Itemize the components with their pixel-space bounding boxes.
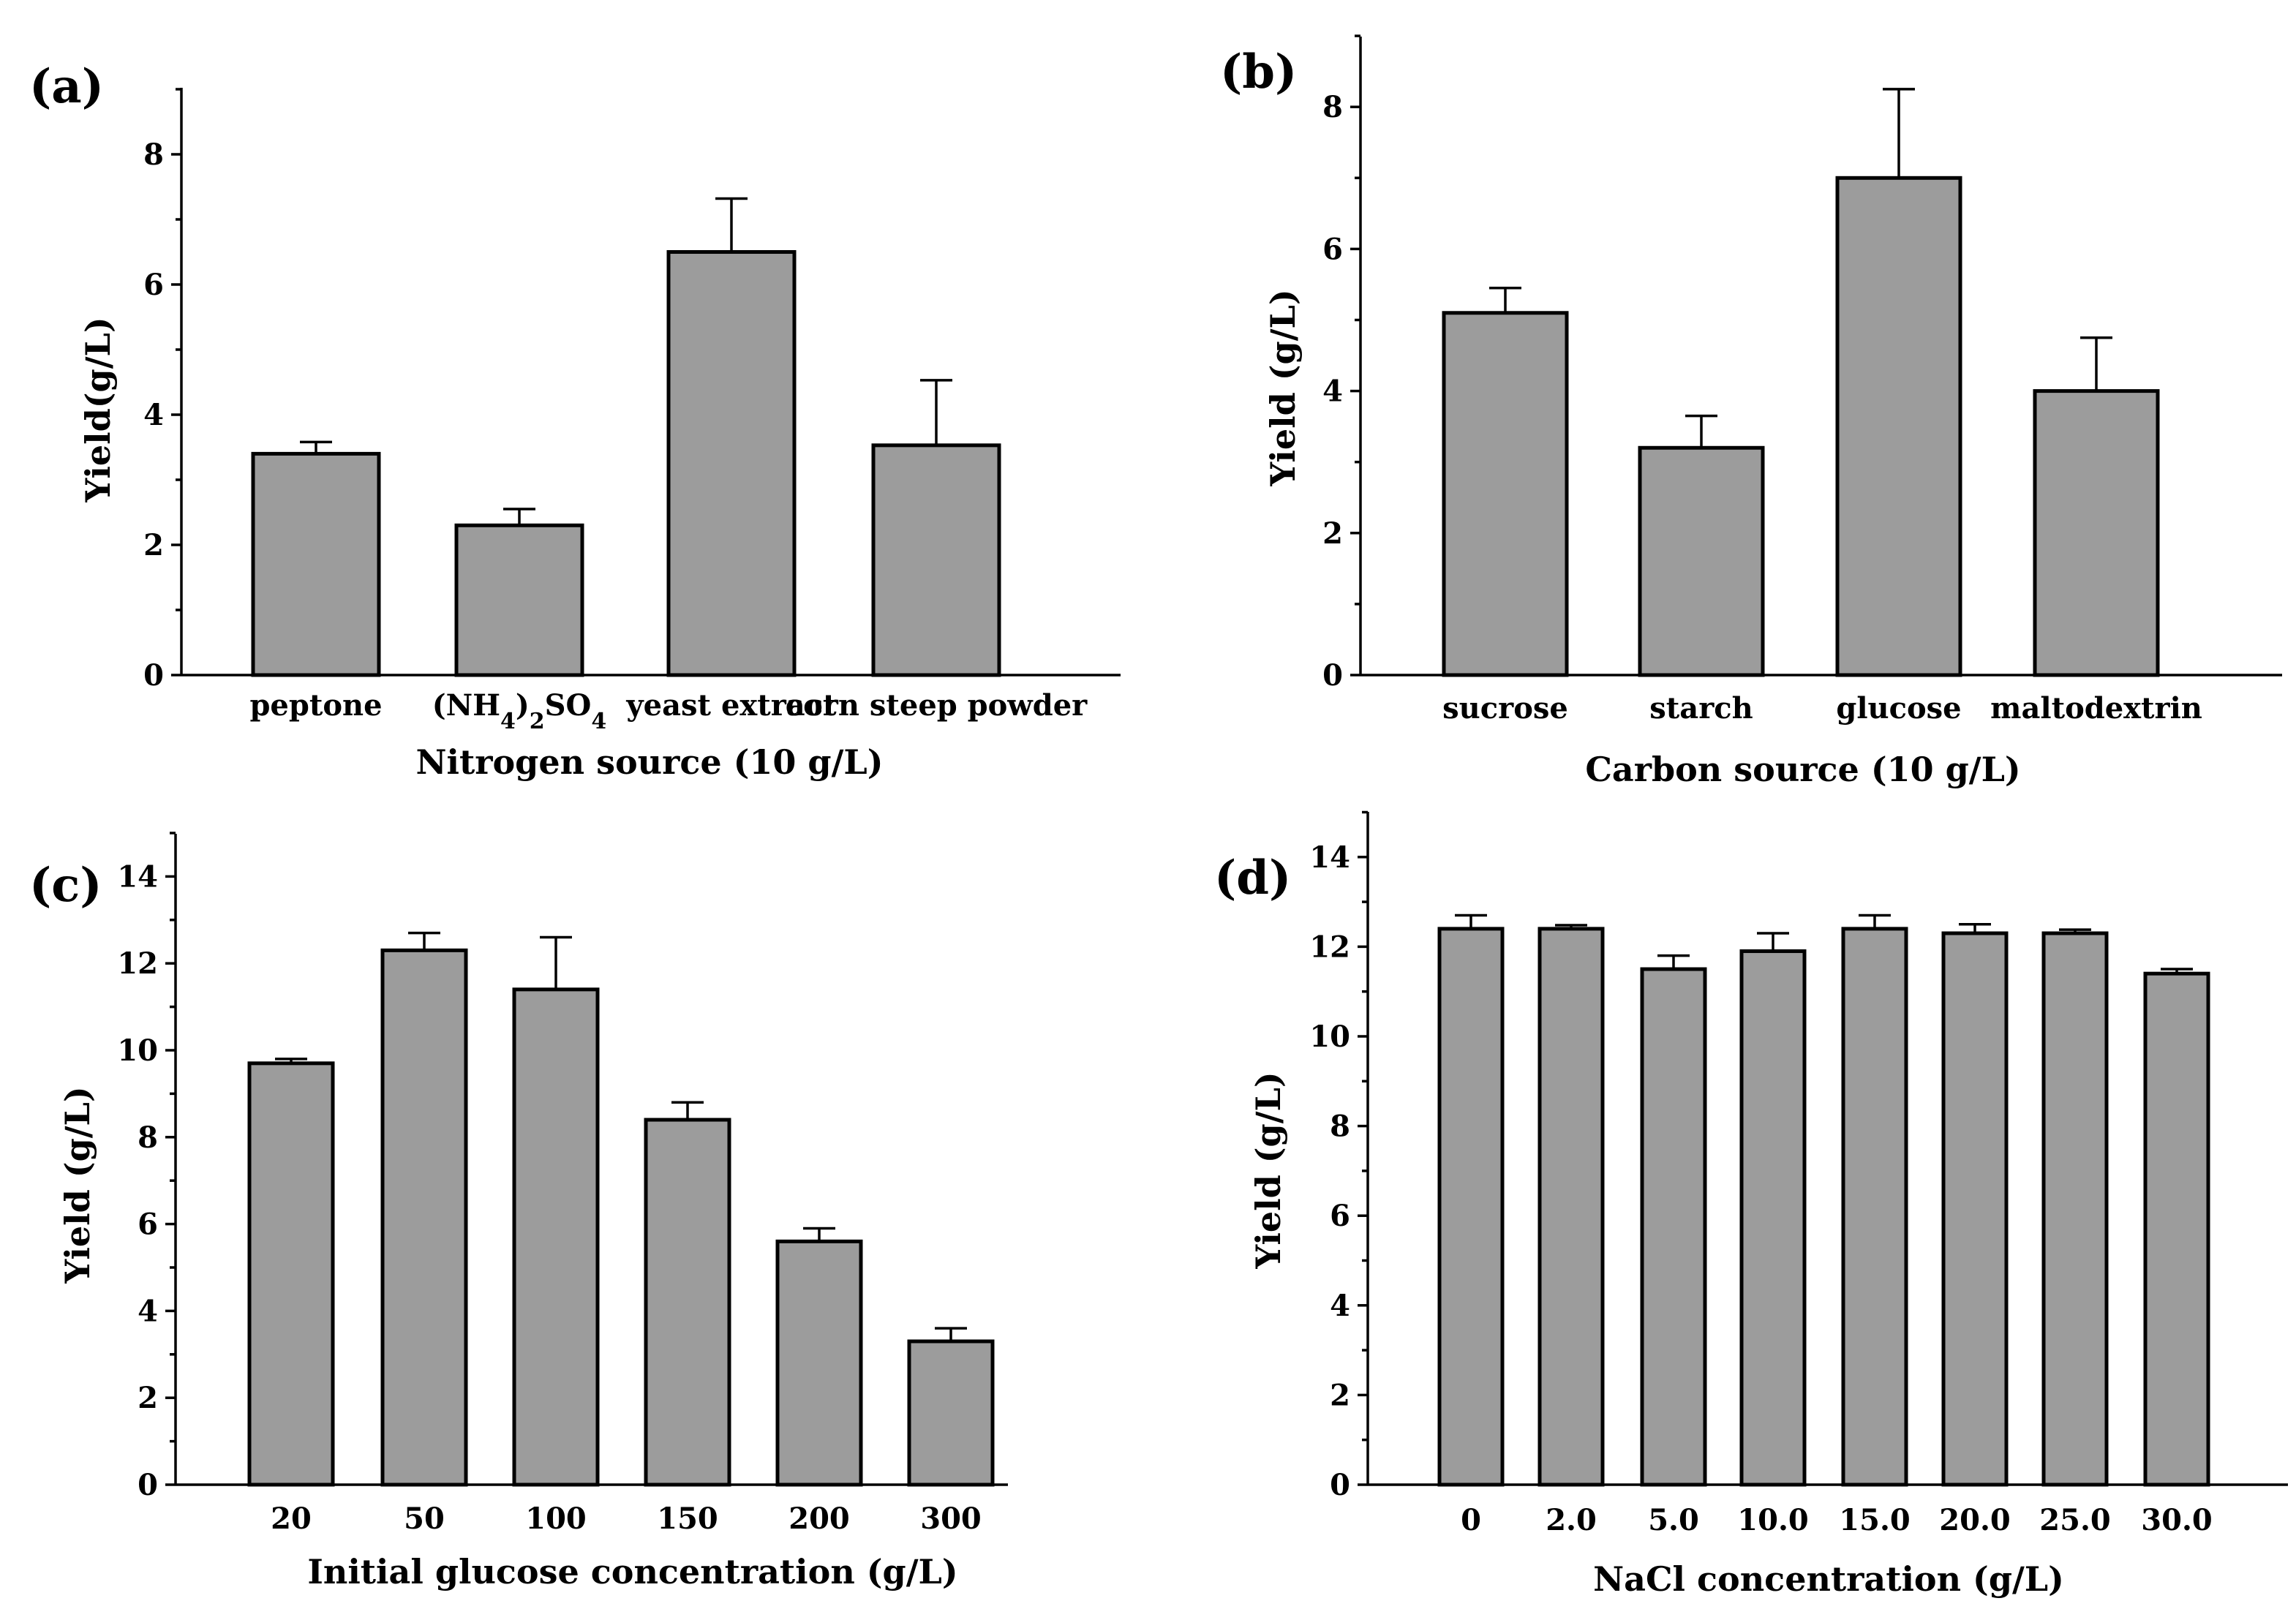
category-label: peptone — [249, 688, 382, 723]
y-tick-label: 6 — [138, 1208, 158, 1242]
y-tick-label: 2 — [1330, 1378, 1350, 1412]
bar — [454, 523, 584, 677]
bar — [1941, 931, 2009, 1487]
category-label: 30.0 — [2141, 1503, 2212, 1537]
bar — [2041, 931, 2109, 1487]
y-tick-label: 8 — [143, 137, 164, 172]
bar — [1437, 927, 1505, 1487]
bar — [1739, 949, 1807, 1487]
category-label: corn steep powder — [786, 688, 1088, 723]
bar — [2033, 389, 2160, 677]
category-label: 15.0 — [1839, 1503, 1910, 1537]
category-label: 5.0 — [1648, 1503, 1699, 1537]
bar — [1835, 176, 1962, 677]
category-label: 10.0 — [1737, 1503, 1808, 1537]
bar — [512, 987, 600, 1487]
y-tick-label: 6 — [143, 268, 164, 302]
category-label: starch — [1649, 691, 1753, 726]
y-tick-label: 8 — [1330, 1109, 1350, 1144]
bar — [666, 250, 797, 677]
y-tick-label: 8 — [138, 1120, 158, 1155]
panel-label: (c) — [29, 858, 102, 913]
bar — [1638, 445, 1765, 677]
y-tick-label: 2 — [143, 528, 164, 562]
bar — [775, 1239, 863, 1487]
bar — [907, 1339, 995, 1487]
bar — [1442, 311, 1569, 677]
y-tick-label: 2 — [1322, 516, 1343, 551]
category-label: 2.0 — [1546, 1503, 1597, 1537]
y-tick-label: 14 — [117, 859, 158, 894]
bar — [871, 443, 1001, 677]
y-axis-title: Yield (g/L) — [1263, 289, 1303, 486]
y-axis-title: Yield (g/L) — [58, 1086, 97, 1284]
x-axis-title: NaCl concentration (g/L) — [1593, 1559, 2064, 1599]
y-tick-label: 4 — [1330, 1289, 1350, 1323]
y-tick-label: 4 — [138, 1294, 158, 1328]
bar — [2143, 971, 2210, 1487]
y-tick-label: 4 — [1322, 374, 1343, 409]
category-label: sucrose — [1442, 691, 1568, 726]
category-label: 20 — [271, 1502, 312, 1536]
y-tick-label: 2 — [138, 1381, 158, 1415]
y-tick-label: 0 — [1322, 658, 1343, 693]
y-tick-label: 12 — [117, 946, 158, 981]
y-tick-label: 10 — [1309, 1020, 1350, 1054]
x-axis-title: Nitrogen source (10 g/L) — [416, 742, 884, 782]
category-label: (NH4)2SO4 — [432, 688, 607, 734]
y-axis-title: Yield(g/L) — [78, 317, 118, 502]
y-tick-label: 6 — [1322, 232, 1343, 266]
y-tick-label: 0 — [143, 658, 164, 693]
bar — [1537, 927, 1605, 1487]
y-tick-label: 12 — [1309, 930, 1350, 964]
category-label: glucose — [1836, 691, 1961, 726]
y-tick-label: 4 — [143, 398, 164, 432]
bar — [644, 1118, 731, 1487]
bar — [1841, 927, 1908, 1487]
category-label: maltodextrin — [1990, 691, 2202, 726]
x-axis-title: Initial glucose concentration (g/L) — [307, 1552, 957, 1591]
y-tick-label: 14 — [1309, 840, 1350, 875]
y-tick-label: 6 — [1330, 1199, 1350, 1233]
category-label: 25.0 — [2039, 1503, 2110, 1537]
bar — [380, 948, 468, 1487]
bar — [1640, 967, 1707, 1487]
category-label: yeast extract — [625, 688, 837, 723]
y-tick-label: 8 — [1322, 90, 1343, 124]
category-label: 150 — [657, 1502, 718, 1536]
category-label: 200 — [788, 1502, 850, 1536]
y-tick-label: 0 — [138, 1468, 158, 1502]
panel-label: (b) — [1220, 45, 1297, 99]
category-label: 100 — [525, 1502, 587, 1536]
y-tick-label: 0 — [1330, 1468, 1350, 1502]
y-tick-label: 10 — [117, 1033, 158, 1068]
y-axis-title: Yield (g/L) — [1249, 1071, 1288, 1269]
panel-label: (a) — [29, 59, 104, 114]
category-label: 0 — [1461, 1503, 1481, 1537]
category-label: 300 — [920, 1502, 982, 1536]
bar — [247, 1061, 335, 1487]
category-label: 20.0 — [1939, 1503, 2010, 1537]
panel-label: (d) — [1214, 851, 1291, 905]
bar — [251, 451, 381, 677]
x-axis-title: Carbon source (10 g/L) — [1585, 750, 2020, 789]
category-label: 50 — [404, 1502, 445, 1536]
